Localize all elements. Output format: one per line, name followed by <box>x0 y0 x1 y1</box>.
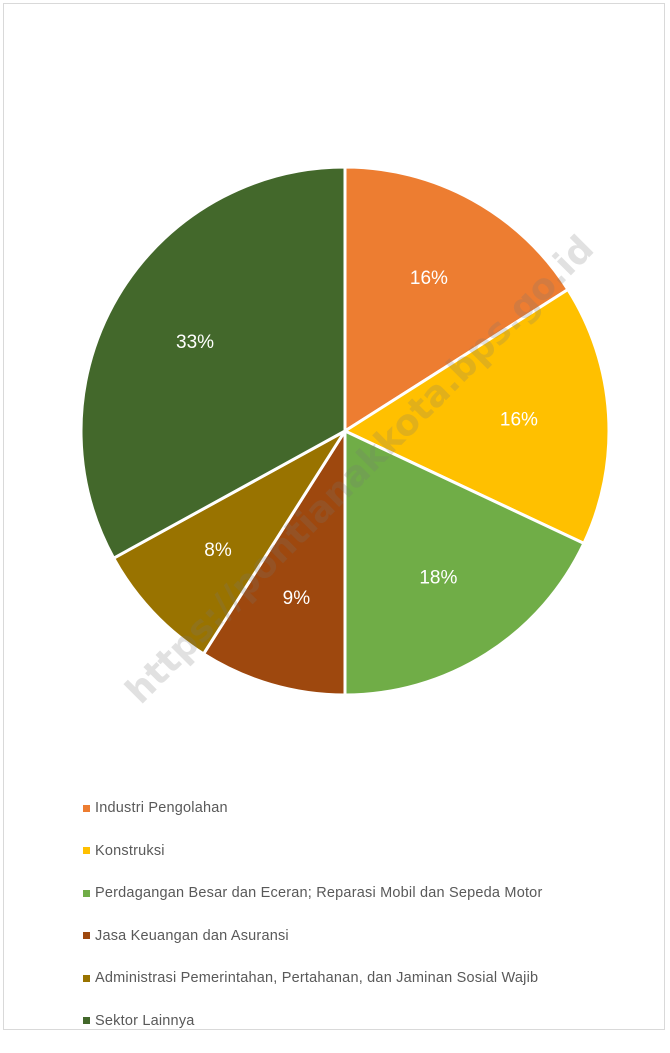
pie-slice-5 <box>79 165 347 561</box>
legend-label: Sektor Lainnya <box>95 1012 195 1029</box>
data-label-1: 16% <box>500 410 538 431</box>
legend-item-0: Industri Pengolahan <box>83 798 542 818</box>
legend-item-5: Sektor Lainnya <box>83 1011 542 1031</box>
data-label-0: 16% <box>410 268 448 289</box>
legend-item-3: Jasa Keuangan dan Asuransi <box>83 926 542 946</box>
chart-legend: Industri Pengolahan Konstruksi Perdagangan… <box>83 798 542 1053</box>
pie-chart: 16% 16% 18% 9% 8% 33% <box>79 165 611 697</box>
data-label-5: 33% <box>176 332 214 353</box>
legend-swatch <box>83 932 90 939</box>
pie-slice-3 <box>201 425 347 697</box>
legend-item-2: Perdagangan Besar dan Eceran; Reparasi M… <box>83 883 542 903</box>
data-label-2: 18% <box>419 568 457 589</box>
legend-item-1: Konstruksi <box>83 841 542 861</box>
legend-label: Jasa Keuangan dan Asuransi <box>95 927 289 944</box>
data-label-3: 9% <box>283 588 311 609</box>
legend-label: Konstruksi <box>95 842 165 859</box>
legend-swatch <box>83 1017 90 1024</box>
pie-slice-0 <box>343 165 570 434</box>
legend-item-4: Administrasi Pemerintahan, Pertahanan, d… <box>83 968 542 988</box>
legend-label: Perdagangan Besar dan Eceran; Reparasi M… <box>95 885 543 901</box>
legend-swatch <box>83 847 90 854</box>
pie-slice-4 <box>111 429 347 656</box>
pie-slice-1 <box>341 287 611 546</box>
legend-label: Industri Pengolahan <box>95 800 228 816</box>
legend-swatch <box>83 804 90 812</box>
legend-label: Administrasi Pemerintahan, Pertahanan, d… <box>95 970 539 986</box>
legend-swatch <box>83 889 90 897</box>
legend-swatch <box>83 974 90 982</box>
data-label-4: 8% <box>204 540 232 561</box>
pie-slice-2 <box>343 428 586 697</box>
